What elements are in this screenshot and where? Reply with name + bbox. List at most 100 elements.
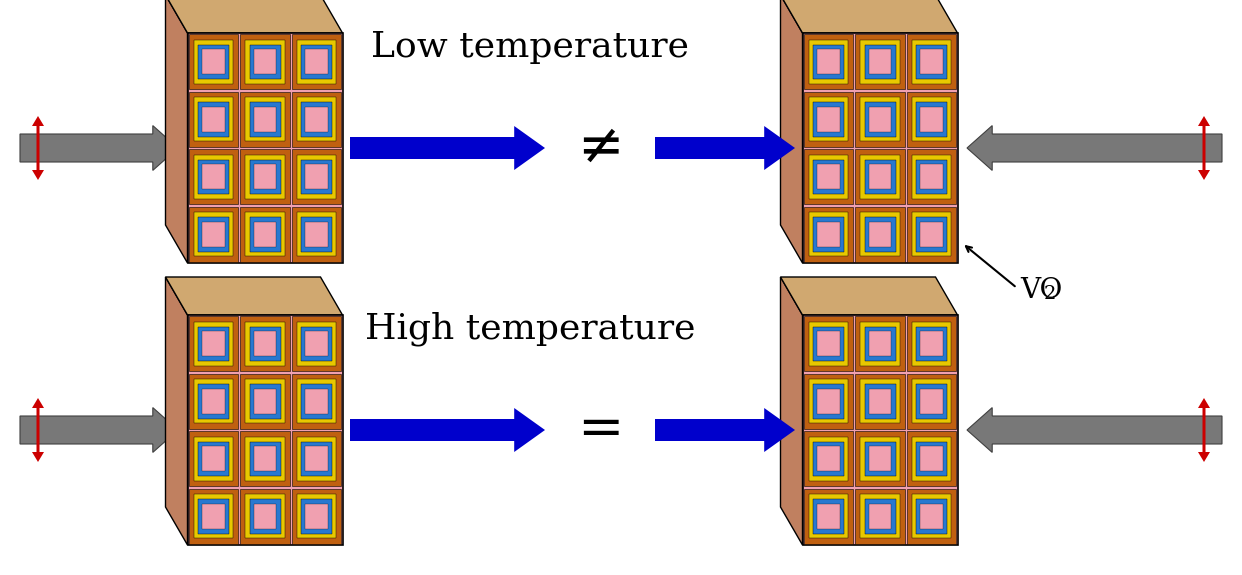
Bar xyxy=(856,489,905,544)
Bar xyxy=(817,504,840,529)
Bar xyxy=(809,380,848,423)
Bar xyxy=(864,384,895,419)
Bar xyxy=(197,499,229,534)
FancyArrow shape xyxy=(1199,398,1210,430)
Bar xyxy=(301,159,332,194)
Bar xyxy=(253,504,277,529)
Bar xyxy=(856,206,905,262)
Bar xyxy=(253,331,277,356)
Bar xyxy=(253,221,277,247)
Bar xyxy=(920,331,943,356)
Bar xyxy=(912,437,951,481)
Bar xyxy=(812,159,843,194)
Bar xyxy=(240,316,289,371)
Bar xyxy=(194,380,233,423)
FancyArrow shape xyxy=(655,126,795,170)
Polygon shape xyxy=(165,0,343,33)
Bar xyxy=(912,494,951,538)
Bar xyxy=(292,206,342,262)
Bar xyxy=(253,446,277,471)
Bar xyxy=(864,44,895,79)
Bar xyxy=(812,499,843,534)
Bar xyxy=(907,206,956,262)
Bar xyxy=(189,489,238,544)
Bar xyxy=(301,499,332,534)
Bar xyxy=(292,374,342,429)
Bar xyxy=(804,206,853,262)
FancyArrow shape xyxy=(350,126,545,170)
Bar xyxy=(301,327,332,361)
FancyArrow shape xyxy=(20,408,178,453)
Bar xyxy=(861,437,899,481)
Bar xyxy=(912,40,951,83)
Text: Low temperature: Low temperature xyxy=(371,30,689,64)
Bar xyxy=(301,384,332,419)
Bar xyxy=(809,212,848,256)
Bar xyxy=(868,49,892,74)
Bar xyxy=(861,97,899,141)
Bar xyxy=(306,446,328,471)
Bar xyxy=(292,431,342,486)
Bar xyxy=(246,40,284,83)
Bar xyxy=(809,322,848,366)
Bar xyxy=(804,149,853,204)
Bar xyxy=(202,446,225,471)
Bar xyxy=(809,97,848,141)
Bar xyxy=(194,212,233,256)
Bar xyxy=(917,499,948,534)
Bar xyxy=(817,164,840,189)
Bar xyxy=(856,316,905,371)
Bar xyxy=(920,221,943,247)
Bar xyxy=(194,155,233,198)
Bar xyxy=(861,322,899,366)
Bar xyxy=(246,380,284,423)
Polygon shape xyxy=(780,277,958,315)
Bar xyxy=(246,437,284,481)
Bar xyxy=(907,489,956,544)
Bar xyxy=(189,431,238,486)
Bar xyxy=(250,217,281,251)
Bar xyxy=(297,155,337,198)
Bar xyxy=(306,504,328,529)
Bar xyxy=(197,102,229,136)
Bar xyxy=(202,164,225,189)
Bar xyxy=(809,155,848,198)
Polygon shape xyxy=(780,0,958,33)
Bar xyxy=(861,380,899,423)
Bar xyxy=(202,106,225,132)
Bar xyxy=(246,322,284,366)
Bar xyxy=(907,34,956,89)
FancyArrow shape xyxy=(968,408,1222,453)
Bar xyxy=(240,34,289,89)
Polygon shape xyxy=(165,0,188,263)
Text: =: = xyxy=(576,403,623,457)
Bar xyxy=(292,91,342,147)
Bar xyxy=(297,97,337,141)
Bar xyxy=(817,221,840,247)
Bar xyxy=(292,316,342,371)
Bar xyxy=(920,106,943,132)
Bar xyxy=(197,217,229,251)
Bar xyxy=(907,91,956,147)
Bar xyxy=(868,331,892,356)
Bar xyxy=(907,431,956,486)
Bar xyxy=(197,327,229,361)
Bar xyxy=(812,217,843,251)
Bar xyxy=(912,322,951,366)
Bar xyxy=(246,494,284,538)
Bar xyxy=(250,327,281,361)
Bar xyxy=(306,49,328,74)
Bar xyxy=(197,159,229,194)
Bar xyxy=(306,331,328,356)
Bar xyxy=(812,327,843,361)
Bar xyxy=(861,155,899,198)
FancyArrow shape xyxy=(350,408,545,452)
Bar xyxy=(202,221,225,247)
Bar xyxy=(189,149,238,204)
Bar xyxy=(297,380,337,423)
Bar xyxy=(856,34,905,89)
Bar xyxy=(240,149,289,204)
Bar xyxy=(297,494,337,538)
Bar xyxy=(194,494,233,538)
Bar xyxy=(917,384,948,419)
